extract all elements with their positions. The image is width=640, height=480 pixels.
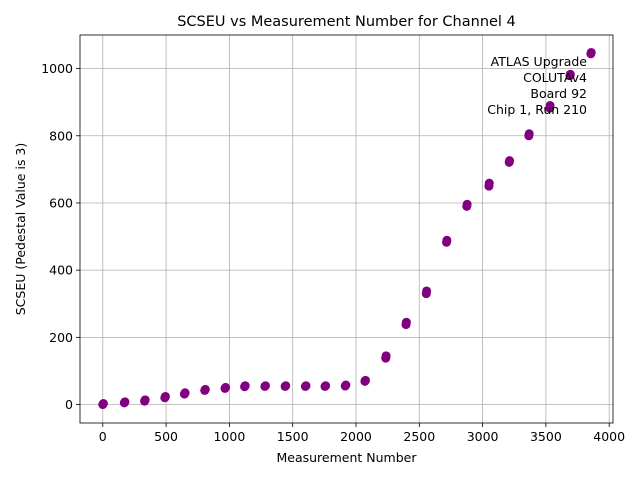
x-tick-label: 2500 <box>403 429 435 444</box>
data-point <box>586 47 596 57</box>
x-axis-label: Measurement Number <box>276 450 417 465</box>
y-tick-label: 0 <box>65 397 73 412</box>
data-point <box>422 286 432 296</box>
x-tick-label: 500 <box>154 429 178 444</box>
data-point <box>260 381 270 391</box>
data-point <box>281 381 291 391</box>
y-axis-label: SCSEU (Pedestal Value is 3) <box>13 143 28 316</box>
chart-title: SCSEU vs Measurement Number for Channel … <box>177 14 516 30</box>
data-point <box>505 156 515 166</box>
data-points <box>98 47 596 410</box>
x-tick-label: 3500 <box>530 429 562 444</box>
data-point <box>401 317 411 327</box>
data-point <box>221 382 231 392</box>
x-tick-label: 3000 <box>467 429 499 444</box>
data-point <box>545 101 555 111</box>
data-point <box>200 384 210 394</box>
y-axis-ticks: 0 200 400 600 800 1000 <box>41 61 80 412</box>
data-point <box>240 381 250 391</box>
y-tick-label: 200 <box>49 330 73 345</box>
x-tick-label: 1000 <box>213 429 245 444</box>
data-point <box>524 129 534 139</box>
data-point <box>180 388 190 398</box>
data-point <box>160 391 170 401</box>
x-tick-label: 0 <box>99 429 107 444</box>
y-tick-label: 400 <box>49 263 73 278</box>
data-point <box>360 375 370 385</box>
data-point <box>301 381 311 391</box>
x-tick-label: 4000 <box>593 429 625 444</box>
data-point <box>484 178 494 188</box>
plot-frame <box>79 34 614 424</box>
x-tick-label: 1500 <box>277 429 309 444</box>
y-tick-label: 600 <box>49 195 73 210</box>
data-point <box>321 381 331 391</box>
annotation-line: COLUTAv4 <box>523 70 587 85</box>
grid-lines <box>80 35 613 423</box>
data-point <box>381 351 391 361</box>
x-tick-label: 2000 <box>340 429 372 444</box>
data-point <box>341 380 351 390</box>
annotation-line: ATLAS Upgrade <box>491 54 588 69</box>
data-point <box>140 395 150 405</box>
data-point <box>442 235 452 245</box>
data-point <box>565 69 575 79</box>
y-tick-label: 800 <box>49 128 73 143</box>
annotation-line: Chip 1, Run 210 <box>487 102 587 117</box>
annotation-line: Board 92 <box>530 86 587 101</box>
data-point <box>98 399 108 409</box>
data-point <box>462 199 472 209</box>
x-axis-ticks: 0 500 1000 1500 2000 2500 3000 3500 4000 <box>99 423 625 444</box>
data-point <box>120 397 130 407</box>
y-tick-label: 1000 <box>41 61 73 76</box>
